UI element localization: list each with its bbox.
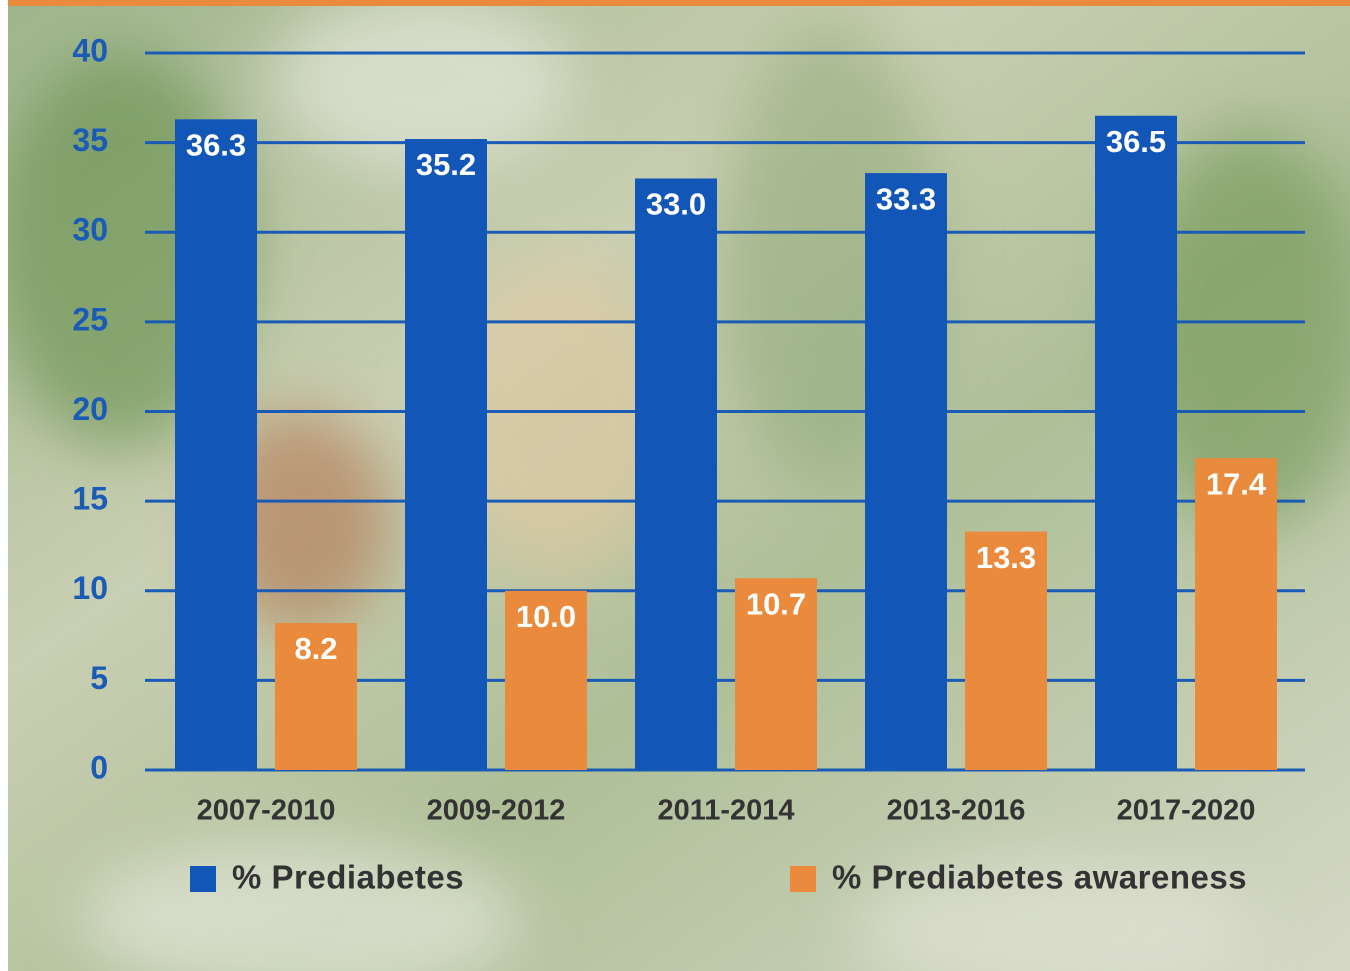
x-tick-label: 2007-2010: [197, 795, 336, 827]
legend-swatch: [790, 866, 816, 892]
legend-label: % Prediabetes awareness: [832, 859, 1247, 896]
y-tick-label: 10: [72, 570, 108, 606]
y-tick-label: 5: [90, 660, 108, 696]
left-border: [0, 0, 8, 971]
y-tick-label: 25: [72, 301, 108, 337]
x-tick-label: 2009-2012: [427, 795, 566, 827]
top-border: [0, 0, 1350, 6]
legend-label: % Prediabetes: [232, 859, 464, 896]
value-label: 8.2: [294, 631, 337, 666]
page: {"chart_data": {"type": "bar", "categori…: [0, 0, 1350, 971]
bar: [175, 119, 257, 770]
y-tick-label: 40: [72, 32, 108, 68]
x-tick-label: 2011-2014: [657, 795, 794, 827]
bar: [1095, 116, 1177, 770]
x-tick-label: 2013-2016: [887, 795, 1026, 827]
value-label: 35.2: [416, 147, 476, 182]
y-tick-label: 35: [72, 122, 108, 158]
value-label: 10.7: [746, 586, 806, 621]
y-tick-label: 30: [72, 212, 108, 248]
bar: [1195, 458, 1277, 770]
y-tick-label: 20: [72, 391, 108, 427]
value-label: 33.0: [646, 187, 706, 222]
bar: [865, 173, 947, 770]
value-label: 36.5: [1106, 124, 1166, 159]
chart: 0 5 10 15 20 25 30 35 40 36.3 8.2 2007-2010 35.2 10.0…: [0, 0, 1350, 971]
legend-swatch: [190, 866, 216, 892]
x-tick-label: 2017-2020: [1117, 795, 1256, 827]
bar: [635, 178, 717, 770]
value-label: 13.3: [976, 540, 1036, 575]
y-tick-label: 0: [90, 749, 108, 785]
value-label: 36.3: [186, 128, 246, 163]
y-tick-label: 15: [72, 481, 108, 517]
bar: [405, 139, 487, 770]
value-label: 10.0: [516, 599, 576, 634]
value-label: 33.3: [876, 181, 936, 216]
value-label: 17.4: [1206, 466, 1267, 501]
